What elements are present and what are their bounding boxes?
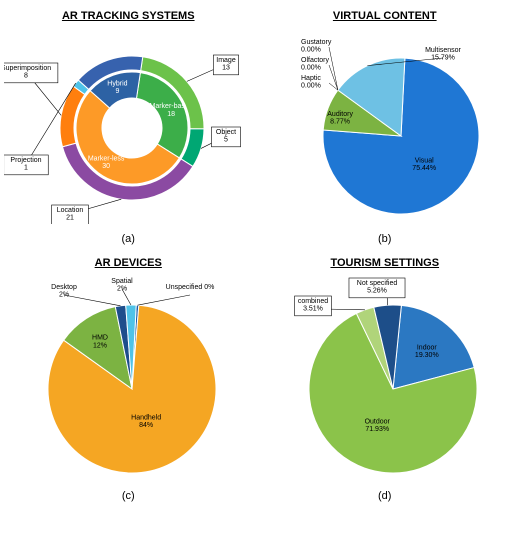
svg-text:Haptic0.00%: Haptic0.00%: [301, 75, 321, 90]
panel-d-title: TOURISM SETTINGS: [330, 257, 439, 269]
svg-text:Indoor19.30%: Indoor19.30%: [415, 344, 439, 359]
panel-a-title: AR TRACKING SYSTEMS: [62, 10, 195, 22]
panel-c-chart: Unspecified 0%Handheld84%HMD12%Desktop2%…: [4, 271, 252, 481]
svg-text:Visual75.44%: Visual75.44%: [412, 157, 436, 172]
panel-b: VIRTUAL CONTENT Visual75.44% Auditory8.77…: [257, 0, 513, 247]
panel-c-title: AR DEVICES: [95, 257, 162, 269]
panel-a-chart: Marker-based18Marker-less30Hybrid9Image1…: [4, 24, 252, 224]
panel-c: AR DEVICES Unspecified 0%Handheld84%HMD1…: [0, 247, 257, 504]
panel-c-caption: (c): [4, 490, 253, 502]
panel-d-chart: Indoor19.30%Outdoor71.93%combined3.51%No…: [261, 271, 509, 481]
panel-b-caption: (b): [261, 233, 510, 245]
svg-text:Unspecified 0%: Unspecified 0%: [166, 284, 215, 291]
svg-text:Multisensor15.79%: Multisensor15.79%: [425, 47, 461, 62]
panel-a: AR TRACKING SYSTEMS Marker-based18Marker…: [0, 0, 257, 247]
chart-grid: AR TRACKING SYSTEMS Marker-based18Marker…: [0, 0, 513, 504]
svg-text:HMD12%: HMD12%: [92, 335, 108, 350]
panel-a-caption: (a): [4, 233, 253, 245]
svg-text:Outdoor71.93%: Outdoor71.93%: [364, 418, 390, 433]
panel-b-chart: Visual75.44% Auditory8.77% Multisensor15.7…: [261, 24, 509, 224]
panel-d: TOURISM SETTINGS Indoor19.30% Outdoor71.9…: [257, 247, 513, 504]
svg-text:Auditory8.77%: Auditory8.77%: [327, 111, 353, 126]
panel-d-caption: (d): [261, 490, 510, 502]
svg-text:Gustatory0.00%: Gustatory0.00%: [301, 39, 332, 54]
svg-text:Spatial2%: Spatial2%: [112, 278, 134, 293]
svg-text:Olfactory0.00%: Olfactory0.00%: [301, 57, 330, 72]
panel-b-title: VIRTUAL CONTENT: [333, 10, 437, 22]
